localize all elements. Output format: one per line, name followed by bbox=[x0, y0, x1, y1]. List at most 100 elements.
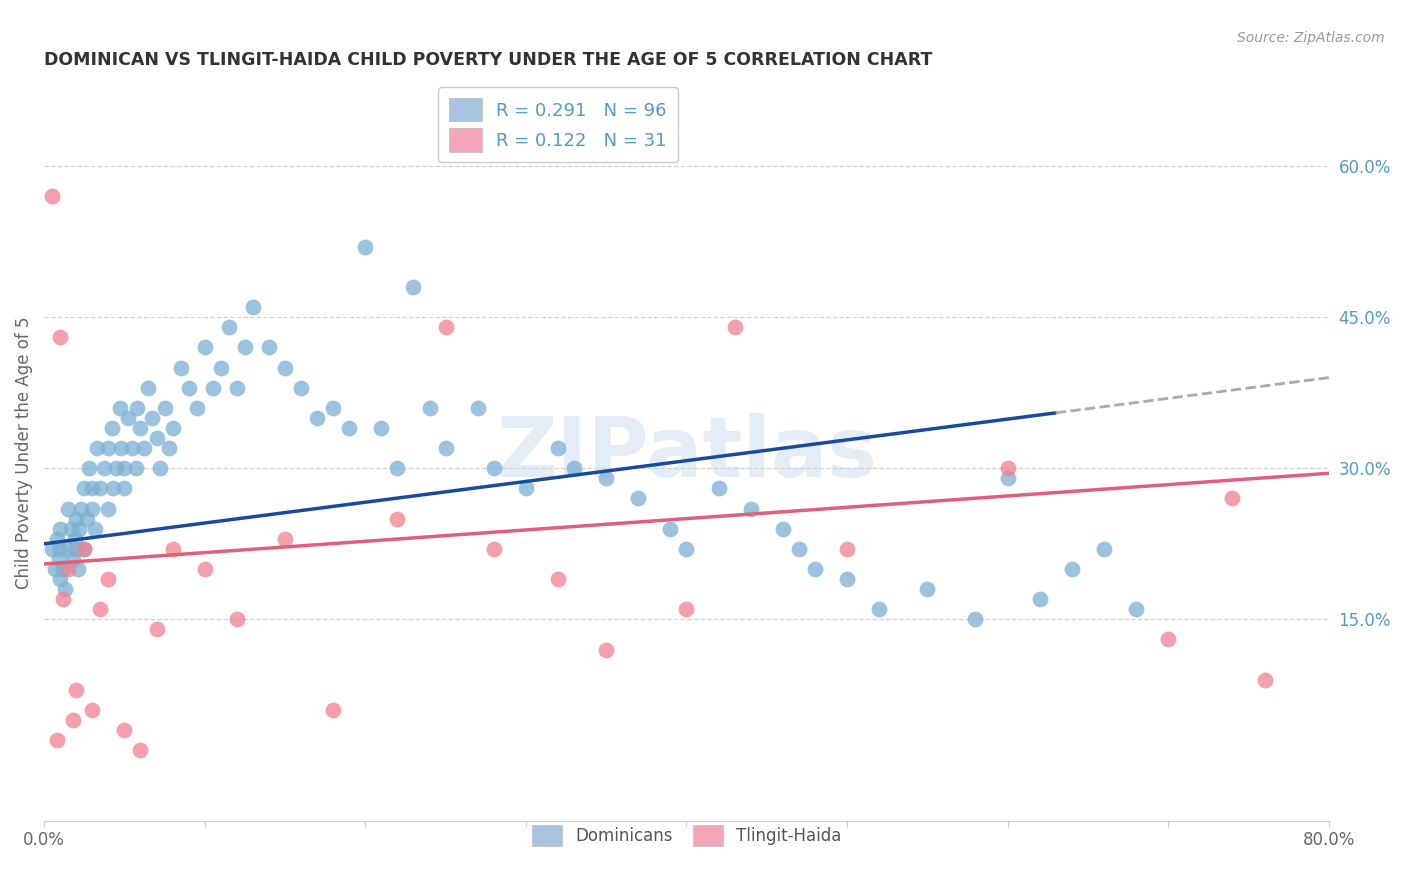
Point bbox=[66, 562, 89, 576]
Point bbox=[177, 381, 200, 395]
Point bbox=[434, 320, 457, 334]
Point bbox=[62, 713, 84, 727]
Point bbox=[787, 541, 810, 556]
Point bbox=[76, 511, 98, 525]
Point bbox=[322, 401, 344, 415]
Point bbox=[73, 482, 96, 496]
Point bbox=[290, 381, 312, 395]
Point bbox=[675, 541, 697, 556]
Point bbox=[149, 461, 172, 475]
Point bbox=[387, 511, 409, 525]
Point bbox=[112, 461, 135, 475]
Point bbox=[965, 612, 987, 626]
Point bbox=[129, 421, 152, 435]
Point bbox=[93, 461, 115, 475]
Text: DOMINICAN VS TLINGIT-HAIDA CHILD POVERTY UNDER THE AGE OF 5 CORRELATION CHART: DOMINICAN VS TLINGIT-HAIDA CHILD POVERTY… bbox=[44, 51, 932, 69]
Point bbox=[322, 703, 344, 717]
Point bbox=[127, 401, 149, 415]
Point bbox=[169, 360, 191, 375]
Point bbox=[82, 703, 104, 717]
Point bbox=[65, 682, 87, 697]
Point bbox=[62, 552, 84, 566]
Point bbox=[387, 461, 409, 475]
Point bbox=[41, 189, 63, 203]
Point bbox=[233, 340, 256, 354]
Point bbox=[89, 482, 111, 496]
Point bbox=[108, 401, 131, 415]
Point bbox=[58, 541, 80, 556]
Point bbox=[49, 522, 72, 536]
Point bbox=[58, 562, 80, 576]
Point bbox=[1028, 592, 1050, 607]
Point bbox=[65, 541, 87, 556]
Point bbox=[58, 501, 80, 516]
Point bbox=[997, 471, 1019, 485]
Point bbox=[201, 381, 224, 395]
Point bbox=[772, 522, 794, 536]
Point bbox=[402, 280, 425, 294]
Point bbox=[434, 441, 457, 455]
Point bbox=[97, 501, 120, 516]
Point bbox=[675, 602, 697, 616]
Point bbox=[418, 401, 440, 415]
Point bbox=[370, 421, 392, 435]
Point bbox=[1157, 632, 1180, 647]
Point bbox=[132, 441, 155, 455]
Point bbox=[70, 501, 93, 516]
Point bbox=[835, 572, 858, 586]
Point bbox=[82, 501, 104, 516]
Point bbox=[49, 541, 72, 556]
Point bbox=[467, 401, 489, 415]
Text: ZIPatlas: ZIPatlas bbox=[496, 413, 877, 493]
Point bbox=[65, 511, 87, 525]
Point bbox=[141, 410, 163, 425]
Point bbox=[138, 381, 160, 395]
Point bbox=[82, 482, 104, 496]
Point bbox=[41, 541, 63, 556]
Point bbox=[547, 572, 569, 586]
Point bbox=[77, 461, 100, 475]
Point bbox=[49, 572, 72, 586]
Point bbox=[49, 330, 72, 344]
Point bbox=[110, 441, 132, 455]
Point bbox=[274, 532, 297, 546]
Point bbox=[89, 602, 111, 616]
Point bbox=[257, 340, 280, 354]
Point bbox=[100, 421, 122, 435]
Point bbox=[307, 410, 329, 425]
Text: Source: ZipAtlas.com: Source: ZipAtlas.com bbox=[1237, 31, 1385, 45]
Point bbox=[627, 491, 650, 506]
Legend: Dominicans, Tlingit-Haida: Dominicans, Tlingit-Haida bbox=[524, 818, 848, 853]
Point bbox=[337, 421, 360, 435]
Point bbox=[145, 623, 167, 637]
Point bbox=[162, 421, 184, 435]
Point bbox=[97, 441, 120, 455]
Point bbox=[515, 482, 537, 496]
Point bbox=[121, 441, 143, 455]
Point bbox=[46, 532, 69, 546]
Point bbox=[595, 471, 617, 485]
Point bbox=[48, 552, 70, 566]
Point bbox=[1222, 491, 1244, 506]
Point bbox=[112, 482, 135, 496]
Point bbox=[46, 733, 69, 747]
Point bbox=[52, 562, 75, 576]
Point bbox=[659, 522, 682, 536]
Point bbox=[73, 541, 96, 556]
Point bbox=[117, 410, 139, 425]
Point bbox=[209, 360, 232, 375]
Point bbox=[917, 582, 939, 596]
Point bbox=[157, 441, 180, 455]
Point bbox=[186, 401, 208, 415]
Point bbox=[129, 743, 152, 757]
Point bbox=[547, 441, 569, 455]
Point bbox=[482, 461, 505, 475]
Point bbox=[194, 340, 217, 354]
Point bbox=[1253, 673, 1275, 687]
Point bbox=[73, 541, 96, 556]
Point bbox=[53, 582, 76, 596]
Point bbox=[1092, 541, 1115, 556]
Point bbox=[242, 300, 264, 314]
Point bbox=[595, 642, 617, 657]
Point bbox=[804, 562, 827, 576]
